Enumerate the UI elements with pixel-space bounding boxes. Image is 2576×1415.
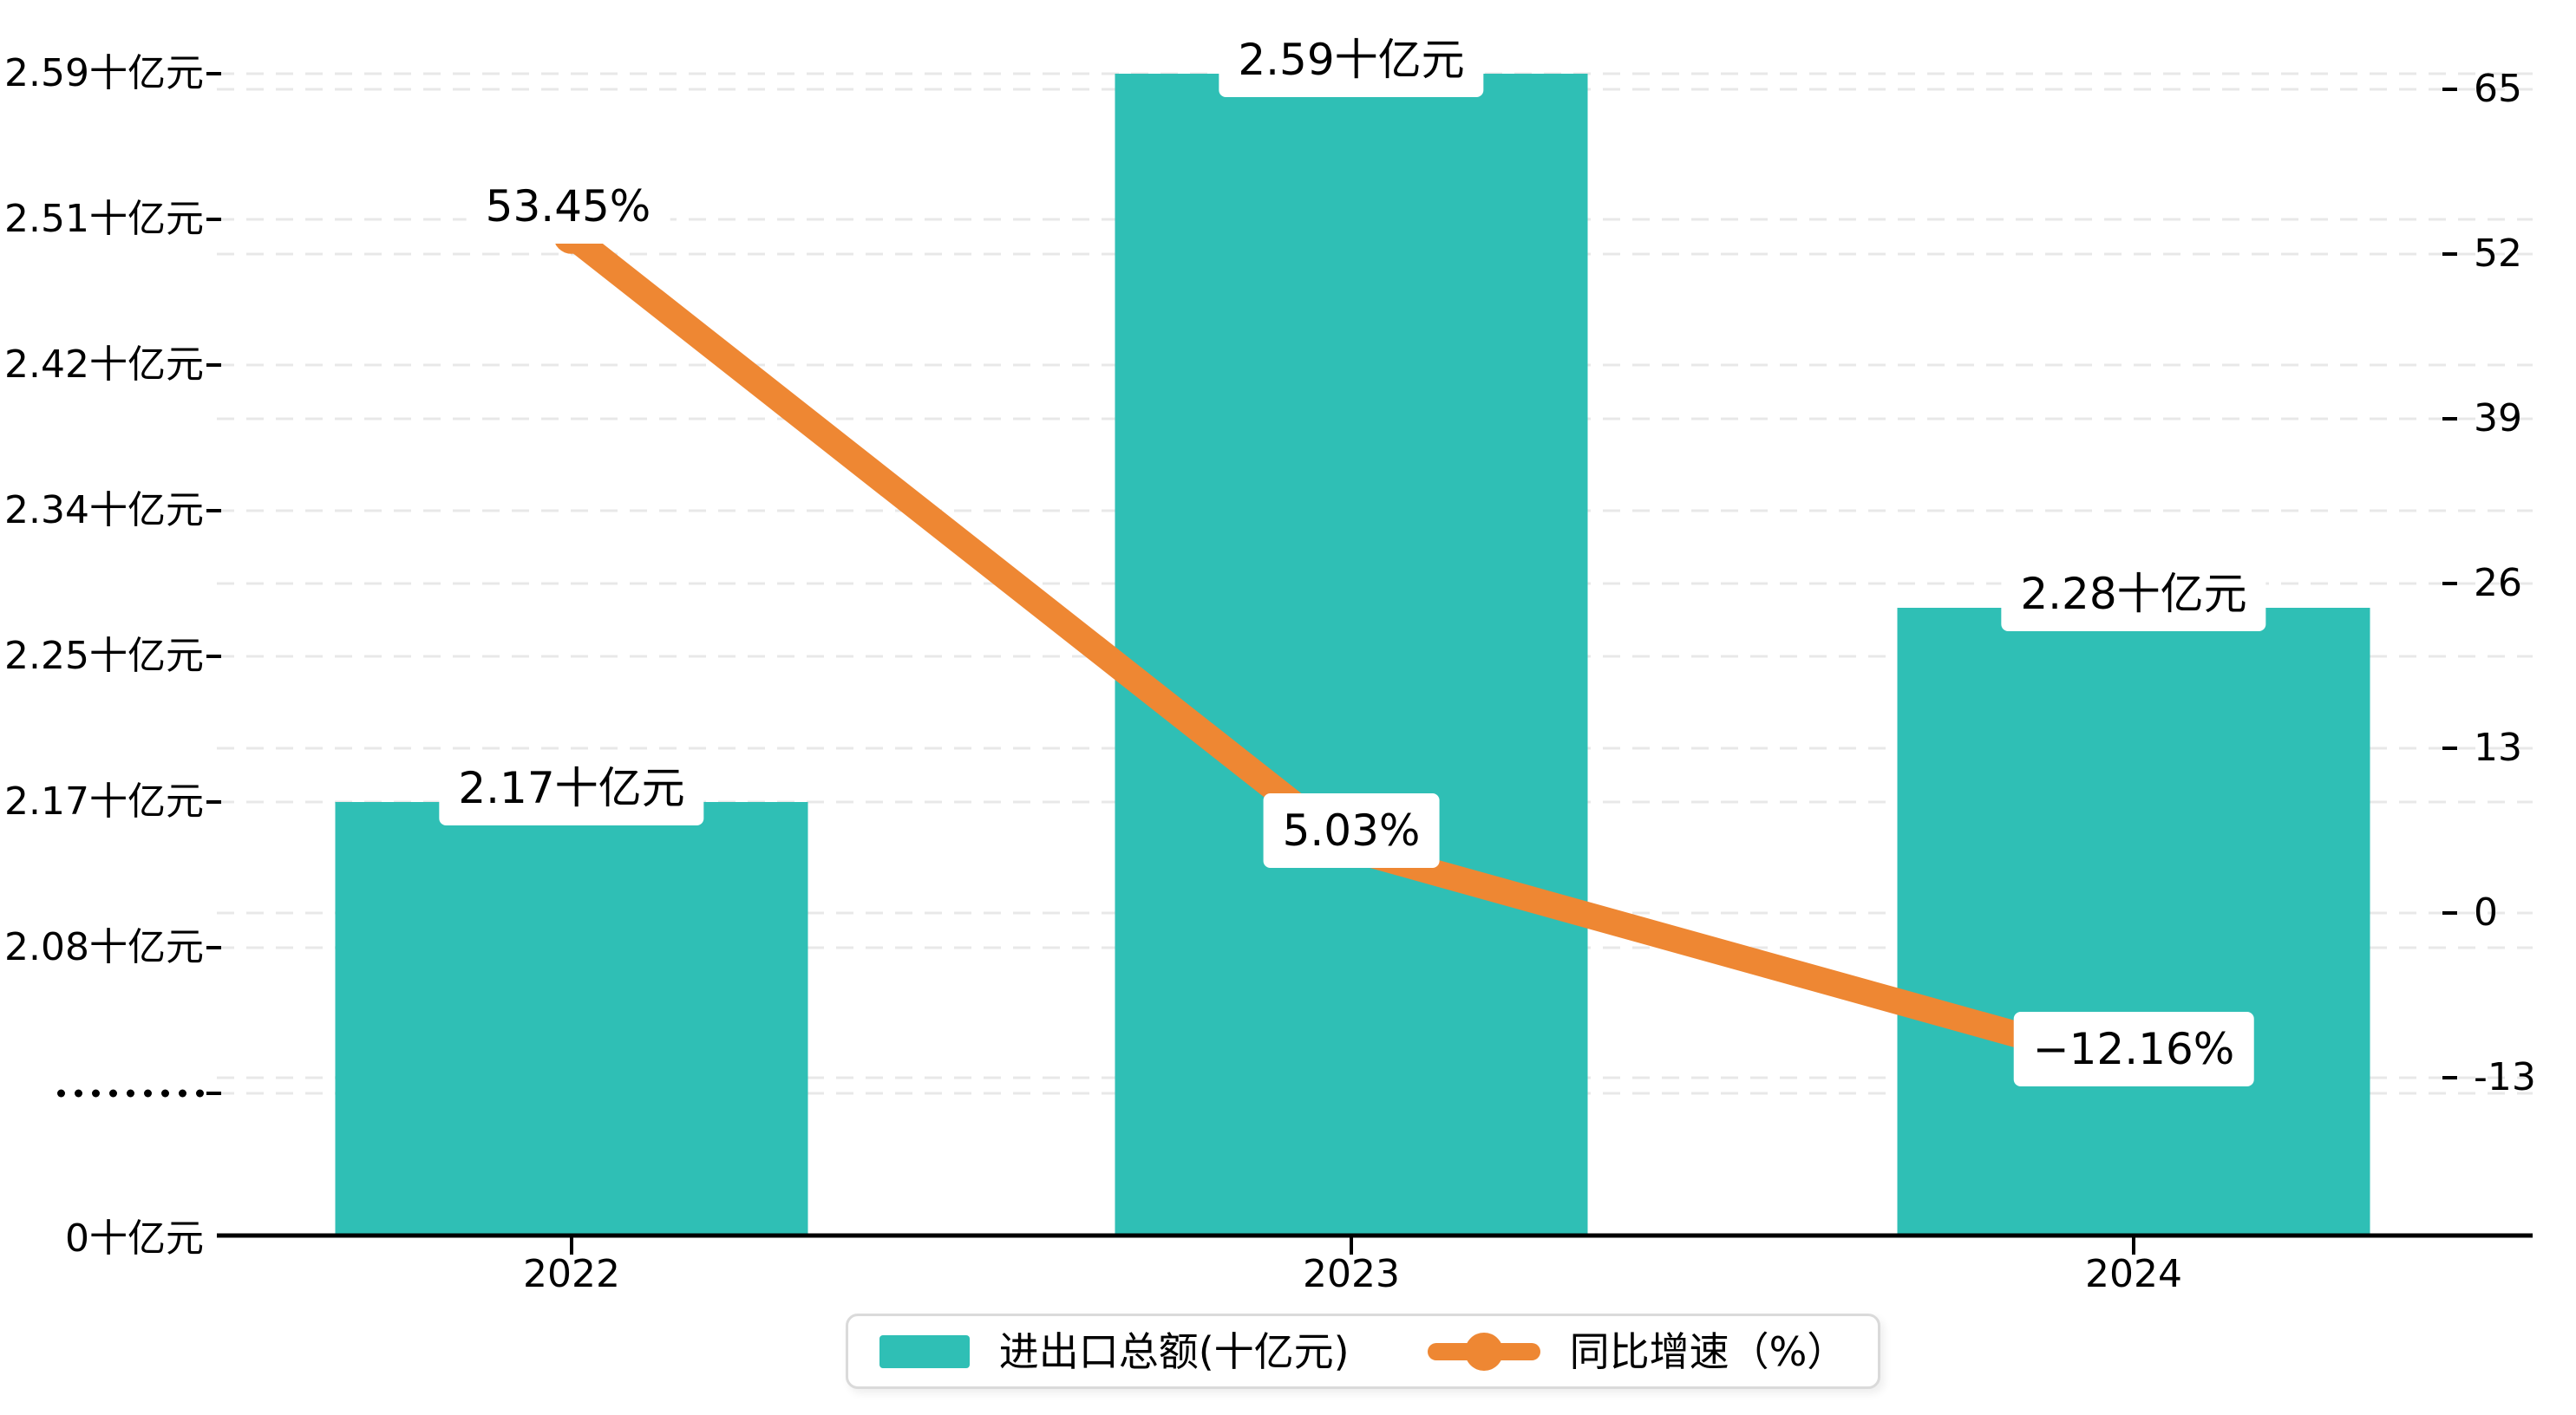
- legend-item-line-series[interactable]: 同比增速（%）: [1427, 1327, 1847, 1375]
- legend-label-bar-series: 进出口总额(十亿元): [998, 1327, 1350, 1375]
- left-axis-tick-label: 2.25十亿元: [4, 634, 204, 678]
- bar-2024: [1897, 608, 2370, 1236]
- left-axis-tick-label: 2.34十亿元: [4, 488, 204, 532]
- left-axis-tick-label: 0十亿元: [65, 1216, 204, 1261]
- x-axis-label-2024: 2024: [2085, 1252, 2182, 1296]
- legend: 进出口总额(十亿元) 同比增速（%）: [846, 1314, 1880, 1389]
- growth-value-label-2022: 53.45%: [466, 168, 670, 244]
- line-series-marker-icon: [1427, 1332, 1540, 1371]
- bar-value-label-2022: 2.17十亿元: [439, 751, 704, 825]
- right-axis-tick-label: -13: [2474, 1055, 2536, 1099]
- right-axis-tick-label: 52: [2474, 231, 2522, 276]
- right-axis-tick-label: 13: [2474, 726, 2522, 770]
- left-axis-tick-label: 2.42十亿元: [4, 342, 204, 387]
- x-axis-label-2023: 2023: [1303, 1252, 1400, 1296]
- left-axis-tick-label: 2.59十亿元: [4, 51, 204, 95]
- legend-item-bar-series[interactable]: 进出口总额(十亿元): [879, 1332, 1350, 1372]
- right-axis-tick-label: 0: [2474, 890, 2498, 935]
- right-axis-tick-label: 39: [2474, 396, 2522, 440]
- bar-2023: [1115, 74, 1588, 1236]
- left-axis-tick-label: 2.51十亿元: [4, 197, 204, 241]
- left-axis-tick-label: 2.17十亿元: [4, 779, 204, 824]
- bar-2022: [335, 802, 808, 1236]
- line-marker-dot: [1464, 1332, 1503, 1371]
- growth-value-label-2024: −12.16%: [2013, 1011, 2254, 1086]
- left-axis-break-dots: [57, 1089, 204, 1098]
- right-axis-tick-label: 65: [2474, 67, 2522, 111]
- left-axis-tick-label: 2.08十亿元: [4, 925, 204, 969]
- growth-value-label-2023: 5.03%: [1263, 793, 1440, 869]
- legend-label-line-series: 同比增速（%）: [1569, 1327, 1847, 1375]
- right-axis-tick-label: 26: [2474, 561, 2522, 605]
- x-axis-label-2022: 2022: [523, 1252, 620, 1296]
- bar-value-label-2024: 2.28十亿元: [2001, 557, 2266, 631]
- bar-value-label-2023: 2.59十亿元: [1219, 23, 1484, 97]
- bar-series-swatch-icon: [879, 1334, 970, 1368]
